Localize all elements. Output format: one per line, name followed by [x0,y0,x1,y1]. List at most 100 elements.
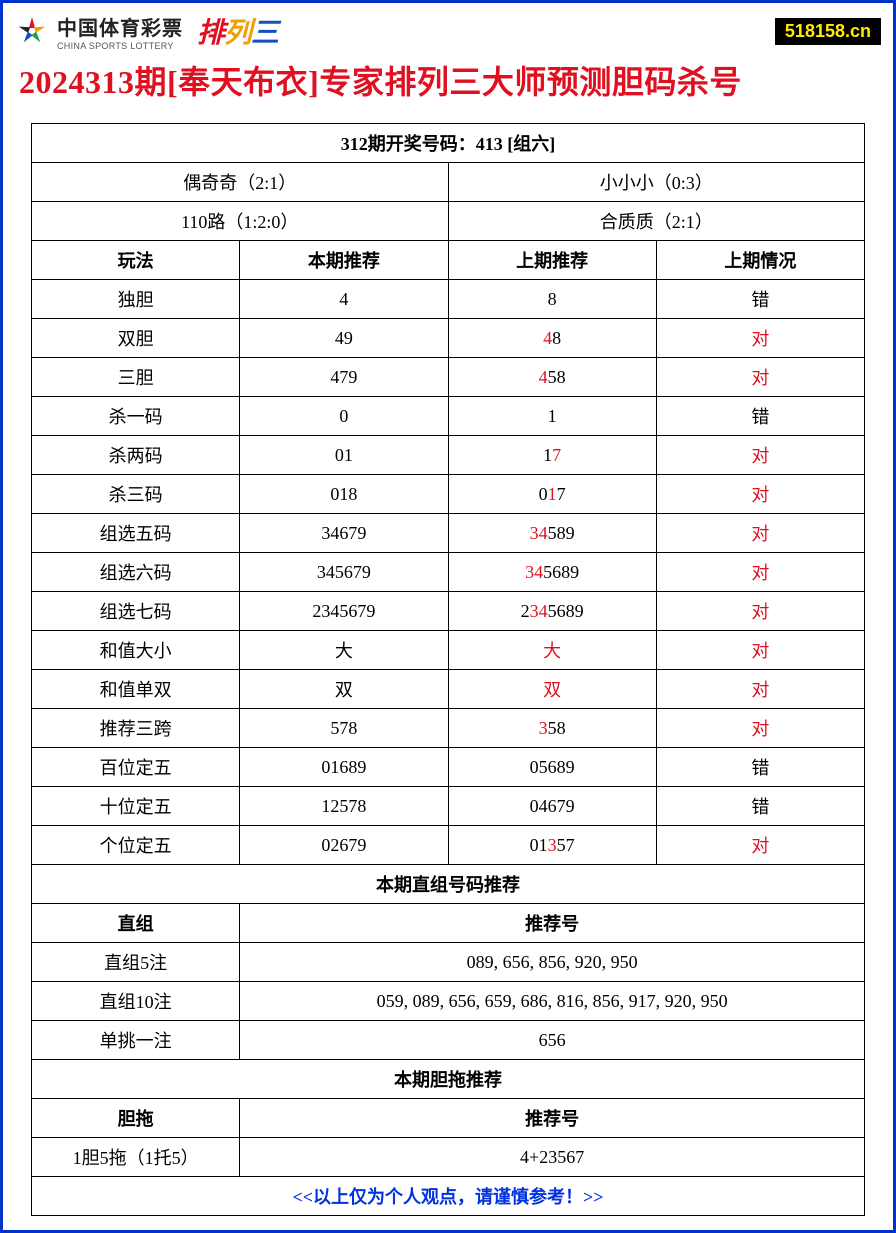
prev-pick: 358 [448,709,656,748]
row-name: 组选七码 [32,592,240,631]
result-cell: 对 [656,670,864,709]
prev-pick: 17 [448,436,656,475]
result-cell: 对 [656,826,864,865]
table-row: 杀三码018017对 [32,475,865,514]
row-name: 直组10注 [32,982,240,1021]
section-header: 本期直组号码推荐 [32,865,865,904]
pailie-logo: 排列三 [197,11,278,51]
table-row: 十位定五1257804679错 [32,787,865,826]
summary-cell: 合质质（2:1） [448,202,865,241]
summary-cell: 小小小（0:3） [448,163,865,202]
table-row: 和值单双双双对 [32,670,865,709]
rec-value: 089, 656, 856, 920, 950 [240,943,865,982]
prev-pick: 大 [448,631,656,670]
table-row: 独胆48错 [32,280,865,319]
result-cell: 对 [656,436,864,475]
table-row: 直组10注059, 089, 656, 659, 686, 816, 856, … [32,982,865,1021]
table-row: 和值大小大大对 [32,631,865,670]
summary-cell: 110路（1:2:0） [32,202,449,241]
result-cell: 错 [656,397,864,436]
header-bar: 中国体育彩票 CHINA SPORTS LOTTERY 排列三 518158.c… [3,3,893,55]
result-cell: 对 [656,358,864,397]
table-row: 百位定五0168905689错 [32,748,865,787]
prev-pick: 8 [448,280,656,319]
result-cell: 错 [656,280,864,319]
brand-text: 中国体育彩票 CHINA SPORTS LOTTERY [57,12,183,51]
col-header: 上期推荐 [448,241,656,280]
current-pick: 0 [240,397,448,436]
current-pick: 345679 [240,553,448,592]
prev-pick: 458 [448,358,656,397]
result-cell: 错 [656,787,864,826]
main-table-wrap: 312期开奖号码：413 [组六] 偶奇奇（2:1） 小小小（0:3） 110路… [3,113,893,1230]
row-name: 三胆 [32,358,240,397]
result-cell: 对 [656,592,864,631]
current-pick: 4 [240,280,448,319]
row-name: 组选六码 [32,553,240,592]
draw-header: 312期开奖号码：413 [组六] [32,124,865,163]
row-name: 和值单双 [32,670,240,709]
result-cell: 错 [656,748,864,787]
row-name: 直组5注 [32,943,240,982]
table-row: 三胆479458对 [32,358,865,397]
col-header: 胆拖 [32,1099,240,1138]
row-name: 百位定五 [32,748,240,787]
col-header: 推荐号 [240,1099,865,1138]
logo-block: 中国体育彩票 CHINA SPORTS LOTTERY 排列三 [15,11,278,51]
row-name: 组选五码 [32,514,240,553]
result-cell: 对 [656,514,864,553]
table-row: 推荐三跨578358对 [32,709,865,748]
current-pick: 49 [240,319,448,358]
table-row: 组选六码345679345689对 [32,553,865,592]
prev-pick: 01357 [448,826,656,865]
row-name: 双胆 [32,319,240,358]
current-pick: 479 [240,358,448,397]
current-pick: 01689 [240,748,448,787]
row-name: 和值大小 [32,631,240,670]
result-cell: 对 [656,631,864,670]
row-name: 个位定五 [32,826,240,865]
col-header: 本期推荐 [240,241,448,280]
current-pick: 双 [240,670,448,709]
col-header: 推荐号 [240,904,865,943]
section-header: 本期胆拖推荐 [32,1060,865,1099]
table-row: 个位定五0267901357对 [32,826,865,865]
current-pick: 02679 [240,826,448,865]
table-row: 直组5注089, 656, 856, 920, 950 [32,943,865,982]
summary-cell: 偶奇奇（2:1） [32,163,449,202]
table-row: 单挑一注656 [32,1021,865,1060]
table-row: 1胆5拖（1托5）4+23567 [32,1138,865,1177]
prev-pick: 345689 [448,553,656,592]
table-row: 组选五码3467934589对 [32,514,865,553]
col-header: 玩法 [32,241,240,280]
result-cell: 对 [656,319,864,358]
prev-pick: 017 [448,475,656,514]
current-pick: 大 [240,631,448,670]
prediction-table: 312期开奖号码：413 [组六] 偶奇奇（2:1） 小小小（0:3） 110路… [31,123,865,1216]
table-row: 杀两码0117对 [32,436,865,475]
row-name: 十位定五 [32,787,240,826]
rec-value: 4+23567 [240,1138,865,1177]
prev-pick: 34589 [448,514,656,553]
current-pick: 12578 [240,787,448,826]
site-badge: 518158.cn [775,18,881,45]
disclaimer: <<以上仅为个人观点，请谨慎参考！>> [32,1177,865,1216]
row-name: 独胆 [32,280,240,319]
row-name: 1胆5拖（1托5） [32,1138,240,1177]
prev-pick: 05689 [448,748,656,787]
current-pick: 34679 [240,514,448,553]
brand-cn: 中国体育彩票 [57,12,183,41]
prev-pick: 04679 [448,787,656,826]
current-pick: 578 [240,709,448,748]
result-cell: 对 [656,553,864,592]
table-row: 杀一码01错 [32,397,865,436]
result-cell: 对 [656,475,864,514]
rec-value: 059, 089, 656, 659, 686, 816, 856, 917, … [240,982,865,1021]
prev-pick: 48 [448,319,656,358]
current-pick: 018 [240,475,448,514]
row-name: 杀一码 [32,397,240,436]
current-pick: 01 [240,436,448,475]
col-header: 上期情况 [656,241,864,280]
row-name: 杀三码 [32,475,240,514]
current-pick: 2345679 [240,592,448,631]
